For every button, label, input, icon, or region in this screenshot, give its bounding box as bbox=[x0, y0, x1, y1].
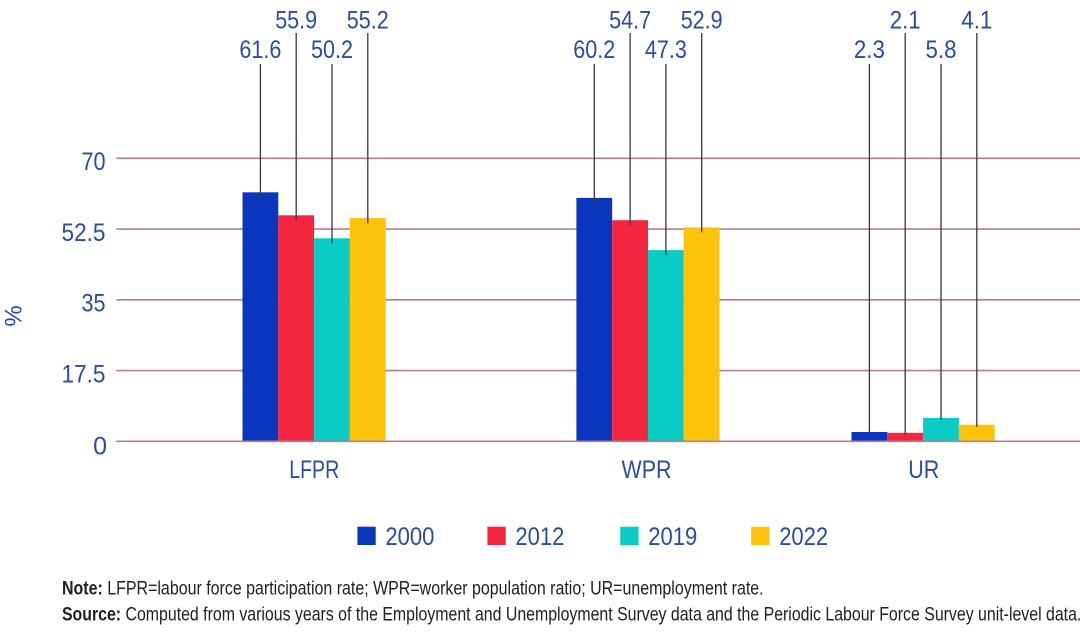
svg-text:Source: Computed from various: Source: Computed from various years of t… bbox=[62, 603, 1080, 625]
svg-text:0: 0 bbox=[93, 432, 107, 460]
svg-text:4.1: 4.1 bbox=[961, 7, 992, 35]
svg-text:2.1: 2.1 bbox=[890, 7, 921, 35]
svg-text:70: 70 bbox=[82, 148, 106, 176]
svg-text:WPR: WPR bbox=[622, 456, 672, 484]
svg-text:2.3: 2.3 bbox=[854, 36, 885, 64]
svg-text:2012: 2012 bbox=[515, 523, 564, 551]
svg-text:2022: 2022 bbox=[779, 523, 828, 551]
svg-text:55.2: 55.2 bbox=[347, 7, 389, 35]
svg-text:2019: 2019 bbox=[648, 523, 697, 551]
svg-text:35: 35 bbox=[82, 290, 106, 318]
svg-text:50.2: 50.2 bbox=[311, 36, 353, 64]
svg-text:UR: UR bbox=[908, 456, 939, 484]
svg-text:17.5: 17.5 bbox=[62, 360, 106, 388]
svg-text:%: % bbox=[1, 305, 28, 326]
svg-text:55.9: 55.9 bbox=[275, 7, 317, 35]
svg-text:54.7: 54.7 bbox=[609, 7, 651, 35]
svg-text:47.3: 47.3 bbox=[645, 36, 687, 64]
svg-text:60.2: 60.2 bbox=[573, 36, 615, 64]
svg-text:52.5: 52.5 bbox=[62, 219, 106, 247]
svg-text:5.8: 5.8 bbox=[926, 36, 957, 64]
svg-text:2000: 2000 bbox=[385, 523, 434, 551]
svg-text:Note: LFPR=labour force partic: Note: LFPR=labour force participation ra… bbox=[62, 577, 764, 599]
svg-text:52.9: 52.9 bbox=[681, 7, 723, 35]
svg-text:LFPR: LFPR bbox=[289, 456, 339, 484]
svg-text:61.6: 61.6 bbox=[239, 36, 281, 64]
